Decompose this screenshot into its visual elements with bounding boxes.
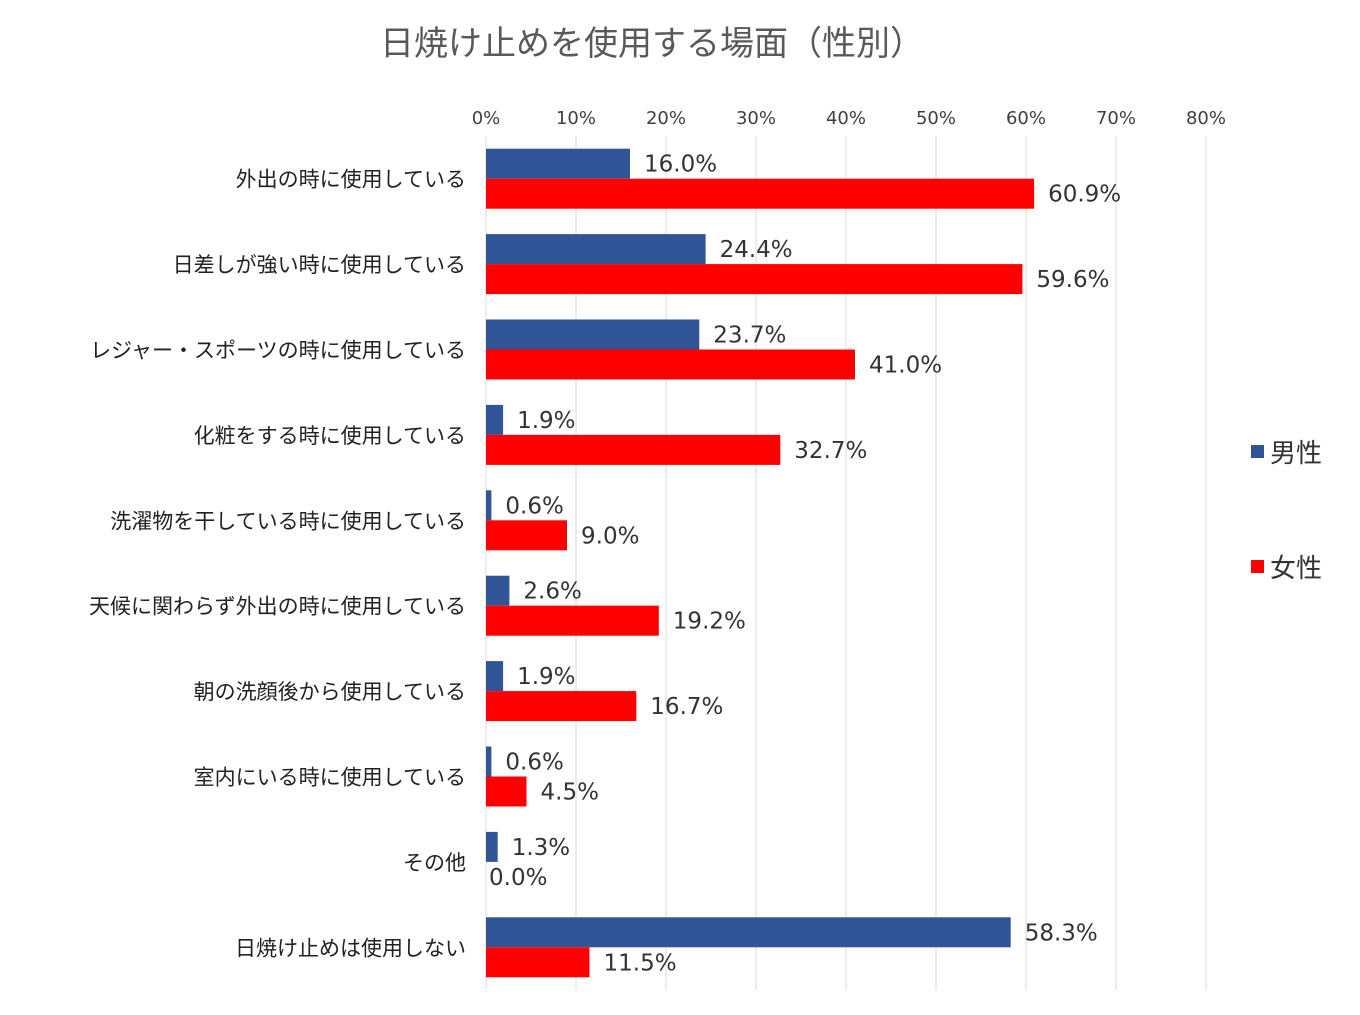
bar-male bbox=[486, 148, 630, 179]
category-label: 化粧をする時に使用している bbox=[194, 424, 466, 448]
x-axis-ticks: 0% 10% 20% 30% 40% 50% 60% 70% 80% bbox=[472, 108, 1226, 129]
legend-swatch bbox=[1251, 445, 1264, 458]
data-label: 59.6% bbox=[1036, 267, 1109, 293]
category-label: レジャー・スポーツの時に使用している bbox=[90, 339, 466, 363]
category-labels: 外出の時に使用している日差しが強い時に使用しているレジャー・スポーツの時に使用し… bbox=[89, 168, 466, 961]
bar-male bbox=[486, 490, 492, 521]
data-label: 41.0% bbox=[869, 353, 942, 379]
bar-female bbox=[486, 776, 527, 807]
x-tick-label: 40% bbox=[826, 108, 866, 129]
data-label: 60.9% bbox=[1048, 182, 1121, 208]
x-tick-label: 20% bbox=[646, 108, 686, 129]
bar-female bbox=[486, 178, 1035, 209]
data-label: 4.5% bbox=[541, 780, 599, 806]
x-tick-label: 60% bbox=[1006, 108, 1046, 129]
data-label: 1.9% bbox=[517, 664, 575, 690]
bar-male bbox=[486, 831, 498, 862]
data-label: 0.6% bbox=[505, 493, 563, 519]
data-label: 1.9% bbox=[517, 408, 575, 434]
bar-male bbox=[486, 404, 504, 435]
legend-swatch bbox=[1251, 560, 1264, 573]
bar-female bbox=[486, 605, 659, 636]
data-label: 16.7% bbox=[650, 694, 723, 720]
category-label: 朝の洗顔後から使用している bbox=[194, 680, 466, 704]
bar-female bbox=[486, 520, 567, 551]
bar-male bbox=[486, 575, 510, 606]
category-label: その他 bbox=[403, 851, 466, 875]
bars bbox=[486, 148, 1035, 978]
category-label: 日差しが強い時に使用している bbox=[173, 253, 466, 277]
bar-female bbox=[486, 349, 855, 380]
category-label: 日焼け止めは使用しない bbox=[235, 936, 466, 960]
data-labels: 16.0% 60.9% 24.4% 59.6% 23.7% 41.0% 1.9% 32.7% 0… bbox=[489, 152, 1121, 977]
bar-male bbox=[486, 319, 700, 350]
x-tick-label: 30% bbox=[736, 108, 776, 129]
x-tick-label: 10% bbox=[556, 108, 596, 129]
legend-label: 男性 bbox=[1270, 439, 1322, 469]
category-label: 天候に関わらず外出の時に使用している bbox=[89, 595, 466, 619]
category-label: 洗濯物を干している時に使用している bbox=[110, 509, 466, 533]
data-label: 0.6% bbox=[505, 750, 563, 776]
data-label: 0.0% bbox=[489, 865, 547, 891]
bar-male bbox=[486, 234, 706, 265]
chart-title: 日焼け止めを使用する場面（性別） bbox=[380, 24, 924, 64]
x-tick-label: 70% bbox=[1096, 108, 1136, 129]
bar-female bbox=[486, 264, 1023, 295]
data-label: 32.7% bbox=[794, 438, 867, 464]
legend-label: 女性 bbox=[1270, 554, 1322, 584]
bar-male bbox=[486, 661, 504, 692]
data-label: 11.5% bbox=[604, 950, 677, 976]
x-tick-label: 80% bbox=[1186, 108, 1226, 129]
data-label: 58.3% bbox=[1025, 920, 1098, 946]
bar-female bbox=[486, 947, 590, 978]
bar-male bbox=[486, 917, 1011, 948]
data-label: 24.4% bbox=[720, 237, 793, 263]
x-tick-label: 50% bbox=[916, 108, 956, 129]
data-label: 23.7% bbox=[713, 323, 786, 349]
data-label: 19.2% bbox=[673, 609, 746, 635]
x-tick-label: 0% bbox=[472, 108, 501, 129]
bar-male bbox=[486, 746, 492, 777]
bar-female bbox=[486, 434, 781, 465]
category-label: 室内にいる時に使用している bbox=[194, 766, 466, 790]
data-label: 2.6% bbox=[523, 579, 581, 605]
category-label: 外出の時に使用している bbox=[236, 168, 466, 192]
bar-female bbox=[486, 691, 637, 722]
data-label: 1.3% bbox=[512, 835, 570, 861]
data-label: 16.0% bbox=[644, 152, 717, 178]
data-label: 9.0% bbox=[581, 523, 639, 549]
